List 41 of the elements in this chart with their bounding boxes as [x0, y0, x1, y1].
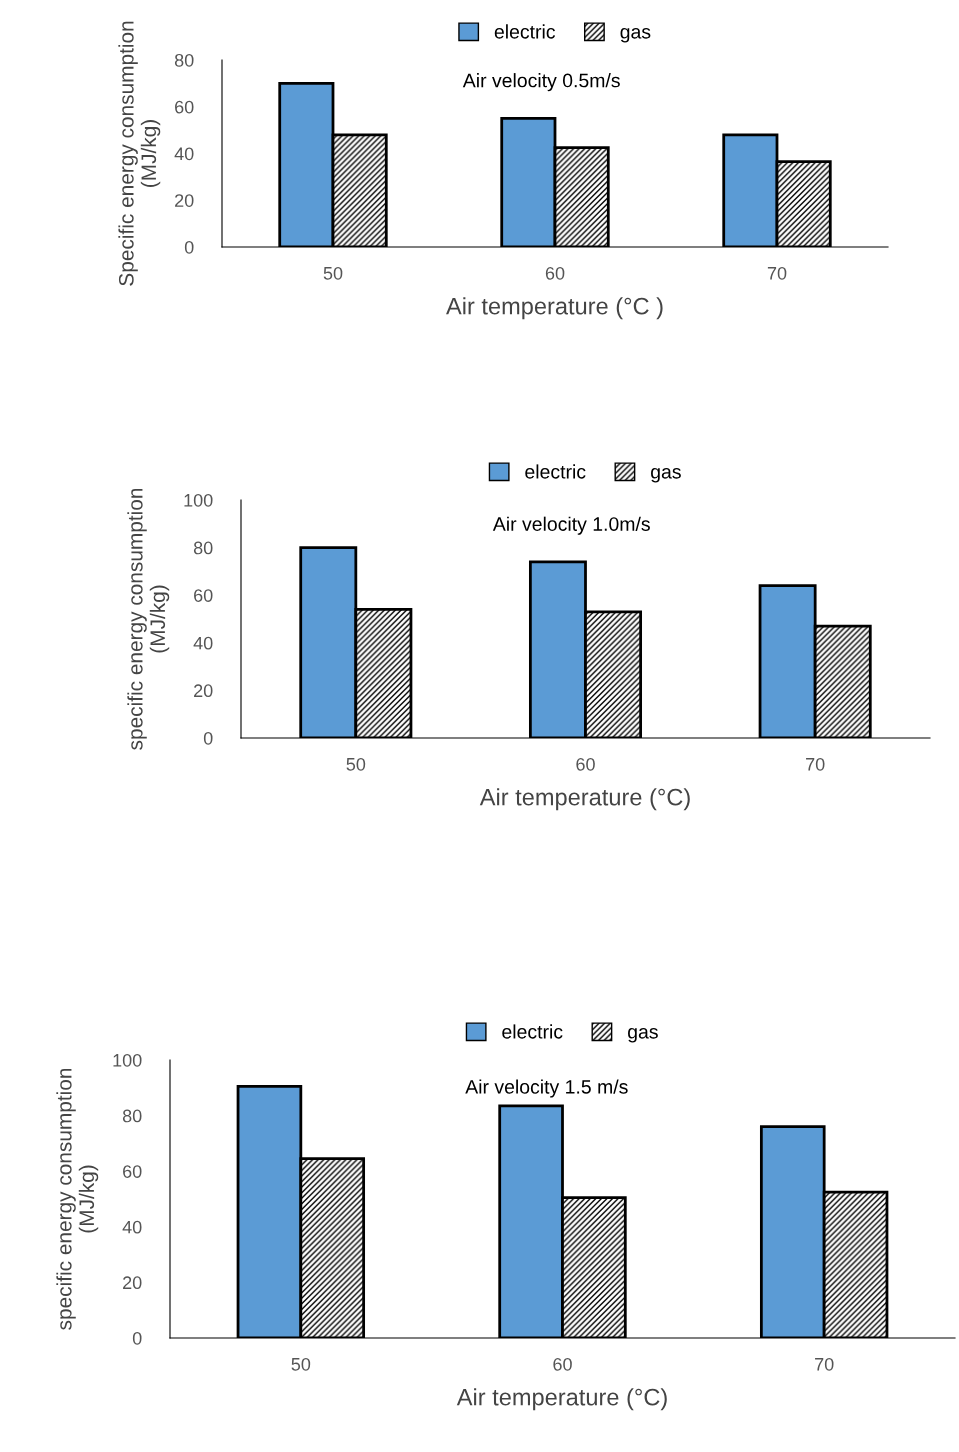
legend-label: electric	[494, 24, 556, 39]
x-axis-title: Air temperature (°C)	[479, 788, 690, 811]
y-tick-label: 0	[184, 240, 194, 254]
y-tick-label: 60	[175, 100, 194, 114]
y-tick-label: 40	[193, 636, 213, 650]
y-tick-label: 60	[194, 589, 213, 602]
y-tick-label: 40	[174, 147, 194, 161]
x-tick-label: 50	[346, 757, 366, 771]
y-tick-label: 0	[203, 731, 213, 745]
y-tick-label: 40	[122, 1220, 142, 1234]
legend-label: gas	[628, 1028, 658, 1043]
y-tick-label: 60	[123, 1165, 142, 1178]
annotation: Air velocity 1.0m/s	[492, 516, 650, 535]
x-tick-label: 70	[767, 266, 787, 280]
y-tick-label: 20	[175, 194, 194, 207]
y-axis-title: specific energy consumption (MJ/kg)	[127, 488, 170, 750]
y-tick-label: 0	[132, 1331, 142, 1345]
legend-label: electric	[525, 464, 586, 479]
legend-label: gas	[620, 28, 651, 43]
annotation: Air velocity 0.5m/s	[462, 73, 620, 92]
x-tick-label: 50	[291, 1357, 311, 1371]
y-axis-title: specific energy consumption (MJ/kg)	[56, 1068, 99, 1330]
y-tick-label: 20	[123, 1276, 142, 1290]
y-tick-label: 100	[113, 1053, 142, 1067]
y-tick-label: 100	[184, 493, 213, 507]
legend-label: electric	[502, 1024, 563, 1039]
x-tick-label: 60	[576, 757, 595, 771]
x-axis-title: Air temperature (°C)	[456, 1388, 667, 1411]
x-axis-title: Air temperature (°C )	[446, 297, 663, 320]
x-tick-label: 70	[806, 757, 825, 771]
x-tick-label: 60	[553, 1357, 572, 1371]
y-tick-label: 80	[174, 53, 194, 67]
x-tick-label: 70	[815, 1357, 834, 1371]
x-tick-label: 60	[545, 266, 565, 280]
y-axis-title: Specific energy consumption (MJ/kg)	[118, 21, 161, 286]
y-tick-label: 20	[194, 684, 213, 698]
legend-label: gas	[651, 468, 681, 483]
x-tick-label: 50	[323, 266, 343, 280]
y-tick-label: 80	[122, 1109, 142, 1123]
y-tick-label: 80	[193, 541, 213, 555]
annotation: Air velocity 1.5 m/s	[465, 1079, 628, 1098]
